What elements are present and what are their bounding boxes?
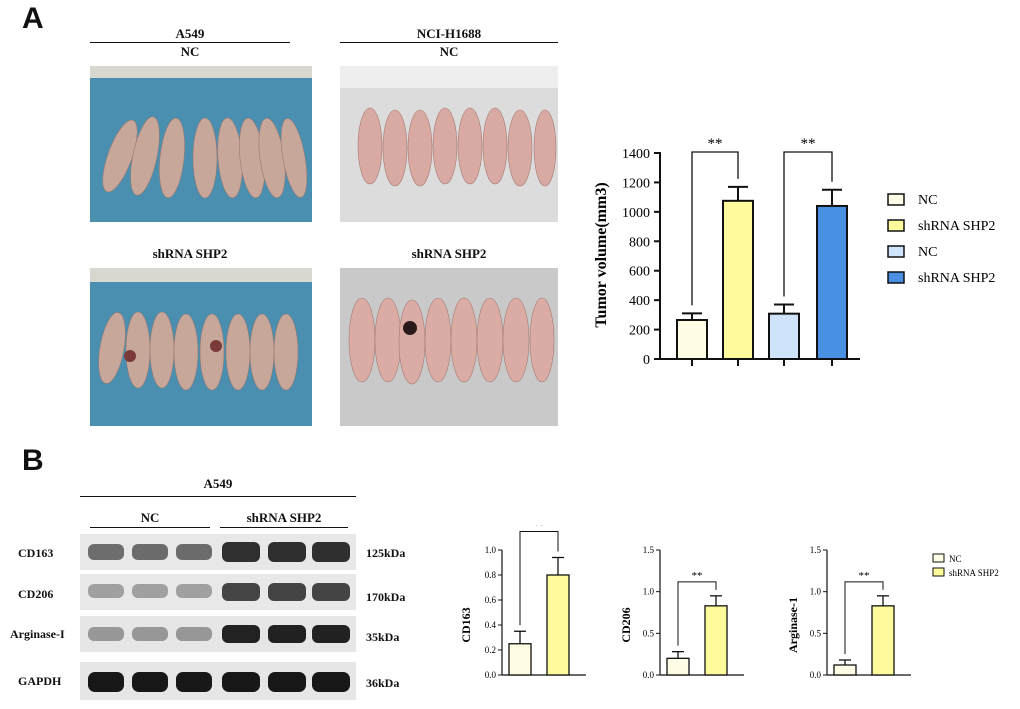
nc-label-h1688: NC [439, 44, 459, 59]
y-tick-label: 0.5 [810, 628, 822, 638]
photo-a549-shrna [90, 268, 312, 426]
legend-swatch [887, 271, 905, 284]
kda-gapdh: 36kDa [366, 676, 400, 690]
y-tick-label: 0.8 [485, 570, 497, 580]
y-tick-label: 0.5 [643, 628, 655, 638]
bar-1 [676, 319, 708, 360]
band-label-gapdh: GAPDH [18, 674, 62, 688]
significance-bracket [844, 581, 884, 654]
tumor-volume-chart: 0 200 400 600 800 1000 1200 1400 ** ** Tumor vol… [593, 136, 995, 368]
wb-group-shrna: shRNA SHP2 [246, 510, 322, 525]
panel-label-a: A [22, 2, 44, 35]
band-label-cd206: CD206 [18, 587, 54, 601]
y-tick-label: 1.0 [643, 587, 655, 597]
header-rule [340, 42, 558, 43]
group-rule [90, 527, 210, 528]
legend-swatch [887, 193, 905, 206]
y-tick-label: 1400 [622, 147, 650, 162]
y-tick-label: 0.4 [485, 620, 497, 630]
significance-bracket [677, 581, 717, 646]
bar-4 [816, 204, 848, 360]
y-tick-label: 1.0 [810, 587, 822, 597]
legend-swatch [887, 245, 905, 258]
legend-entry: NC [918, 245, 937, 260]
band-label-cd163: CD163 [18, 546, 54, 560]
y-axis-label: CD206 [619, 607, 633, 642]
western-blot-image [80, 534, 356, 700]
significance-label: ** [692, 570, 703, 582]
significance-label: ** [534, 525, 545, 532]
y-tick-label: 0.0 [485, 670, 497, 680]
bar-1 [833, 664, 857, 676]
y-tick-label: 200 [629, 324, 650, 339]
band-label-arginase: Arginase-I [10, 627, 65, 641]
legend-entry: shRNA SHP2 [949, 568, 999, 578]
significance-bracket [691, 151, 739, 306]
significance-bracket [519, 531, 559, 626]
y-tick-label: 1.5 [643, 545, 655, 555]
y-axis-label: Arginase-1 [786, 597, 800, 653]
y-axis-label: CD163 [459, 607, 473, 642]
significance-label: ** [859, 570, 870, 582]
legend-swatch [887, 219, 905, 232]
photo-a549-nc [90, 66, 312, 222]
panel-label-b: B [22, 444, 44, 477]
photo-h1688-shrna [340, 268, 558, 426]
y-tick-label: 400 [629, 294, 650, 309]
y-axis-label: Tumor volume(mm3) [593, 182, 610, 327]
cell-line-a549-header: A549 [175, 26, 205, 41]
shrna-label-h1688: shRNA SHP2 [411, 246, 487, 261]
y-tick-label: 1000 [622, 206, 650, 221]
significance-bracket [783, 151, 833, 297]
panel-b-cell-line: A549 [203, 476, 233, 491]
bar-2 [871, 605, 895, 676]
y-tick-label: 1200 [622, 176, 650, 191]
header-rule [80, 496, 356, 497]
wb-group-nc: NC [140, 510, 160, 525]
y-tick-label: 0.2 [485, 645, 496, 655]
kda-cd206: 170kDa [366, 590, 406, 604]
y-tick-label: 1.5 [810, 545, 822, 555]
bar-3 [768, 312, 800, 360]
y-tick-label: 800 [629, 235, 650, 250]
y-tick-label: 0.6 [485, 595, 497, 605]
legend-entry: NC [949, 554, 962, 564]
legend-swatch [932, 567, 945, 577]
header-rule [90, 42, 290, 43]
cd163-chart: 0.0 0.2 0.4 0.6 0.8 1.0 ** CD163 [459, 525, 586, 680]
y-tick-label: 1.0 [485, 545, 497, 555]
arginase-chart: 0.0 0.5 1.0 1.5 ** Arginase-1 NC shRNA SHP2 [786, 545, 999, 680]
shrna-label-a549: shRNA SHP2 [152, 246, 228, 261]
y-tick-label: 0 [643, 353, 650, 368]
legend-entry: shRNA SHP2 [918, 271, 995, 286]
cd206-chart: 0.0 0.5 1.0 1.5 ** CD206 [619, 545, 744, 680]
bar-1 [666, 657, 690, 676]
kda-arginase: 35kDa [366, 630, 400, 644]
group-rule [220, 527, 348, 528]
photo-h1688-nc [340, 66, 558, 222]
legend-entry: NC [918, 193, 937, 208]
bar-2 [546, 574, 570, 676]
y-tick-label: 600 [629, 265, 650, 280]
y-tick-label: 0.0 [810, 670, 822, 680]
significance-label: ** [801, 136, 816, 152]
cell-line-h1688-header: NCI-H1688 [416, 26, 482, 41]
bar-2 [722, 199, 754, 360]
bar-1 [508, 643, 532, 676]
y-tick-label: 0.0 [643, 670, 655, 680]
kda-cd163: 125kDa [366, 546, 406, 560]
significance-label: ** [708, 136, 723, 152]
legend-entry: shRNA SHP2 [918, 219, 995, 234]
nc-label-a549: NC [180, 44, 200, 59]
legend-swatch [932, 553, 945, 563]
bar-2 [704, 605, 728, 676]
